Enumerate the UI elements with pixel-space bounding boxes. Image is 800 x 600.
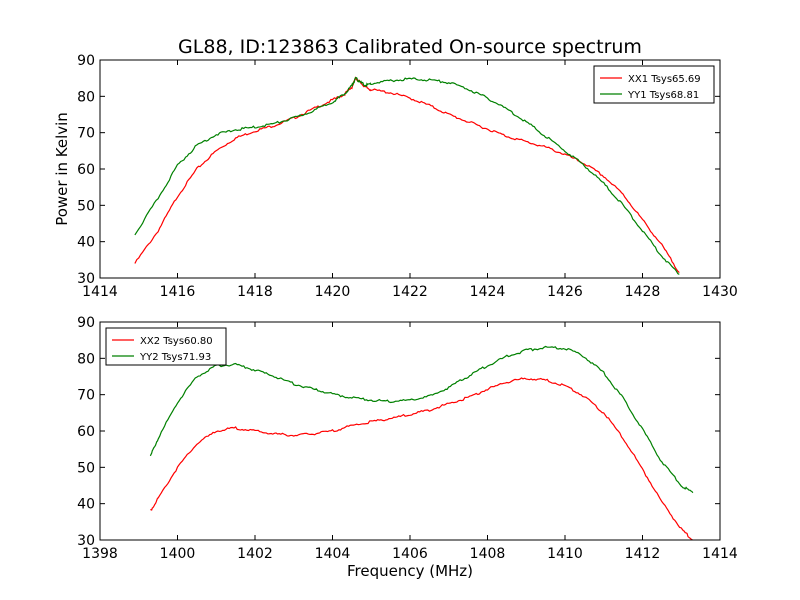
x-tick-label: 1424 (470, 284, 506, 300)
x-tick-label: 1406 (392, 546, 428, 562)
x-axis-label: Frequency (MHz) (347, 562, 473, 580)
y-tick-label: 60 (77, 424, 95, 440)
x-tick-label: 1400 (160, 546, 196, 562)
legend-entry: XX2 Tsys60.80 (140, 336, 213, 347)
y-tick-label: 30 (77, 271, 95, 287)
series-line-yy1 (134, 76, 680, 275)
x-tick-label: 1430 (702, 284, 738, 300)
y-tick-label: 80 (77, 351, 95, 367)
legend: XX1 Tsys65.69 YY1 Tsys68.81 (593, 65, 715, 104)
x-tick-label: 1402 (237, 546, 273, 562)
x-tick-label: 1414 (702, 546, 738, 562)
legend-entry: YY1 Tsys68.81 (627, 90, 699, 101)
y-tick-label: 70 (77, 388, 95, 404)
lower-spectrum-plot: 1398 1400 1402 1404 1406 1408 1410 1412 1414 30 40… (77, 315, 738, 562)
y-axis-label: Power in Kelvin (53, 112, 71, 226)
y-tick-label: 80 (77, 89, 95, 105)
series-line-yy2 (149, 345, 694, 494)
x-tick-label: 1416 (160, 284, 196, 300)
y-tick-label: 50 (77, 460, 95, 476)
figure-title: GL88, ID:123863 Calibrated On-source spe… (178, 36, 642, 58)
y-tick-label: 50 (77, 198, 95, 214)
legend-box (105, 327, 227, 366)
x-tick-label: 1398 (82, 546, 118, 562)
y-tick-label: 90 (77, 315, 95, 331)
x-tick-label: 1408 (470, 546, 506, 562)
upper-spectrum-plot: 1414 1416 1418 1420 1422 1424 1426 1428 1430 30 40… (77, 53, 738, 300)
legend-entry: XX1 Tsys65.69 (628, 74, 701, 85)
series-line-xx1 (134, 76, 680, 273)
x-tick-label: 1426 (547, 284, 583, 300)
y-tick-label: 60 (77, 162, 95, 178)
x-tick-label: 1412 (625, 546, 661, 562)
y-tick-label: 30 (77, 533, 95, 549)
y-tick-label: 40 (77, 497, 95, 513)
y-tick-label: 40 (77, 235, 95, 251)
y-tick-label: 90 (77, 53, 95, 69)
x-tick-label: 1418 (237, 284, 273, 300)
legend: XX2 Tsys60.80 YY2 Tsys71.93 (105, 327, 227, 366)
legend-entry: YY2 Tsys71.93 (139, 352, 211, 363)
y-tick-label: 70 (77, 126, 95, 142)
series-line-xx2 (150, 377, 694, 541)
x-tick-label: 1422 (392, 284, 428, 300)
x-tick-label: 1428 (625, 284, 661, 300)
x-tick-label: 1404 (315, 546, 351, 562)
legend-box (593, 65, 715, 104)
x-tick-label: 1420 (315, 284, 351, 300)
x-tick-label: 1414 (82, 284, 118, 300)
x-tick-label: 1410 (547, 546, 583, 562)
